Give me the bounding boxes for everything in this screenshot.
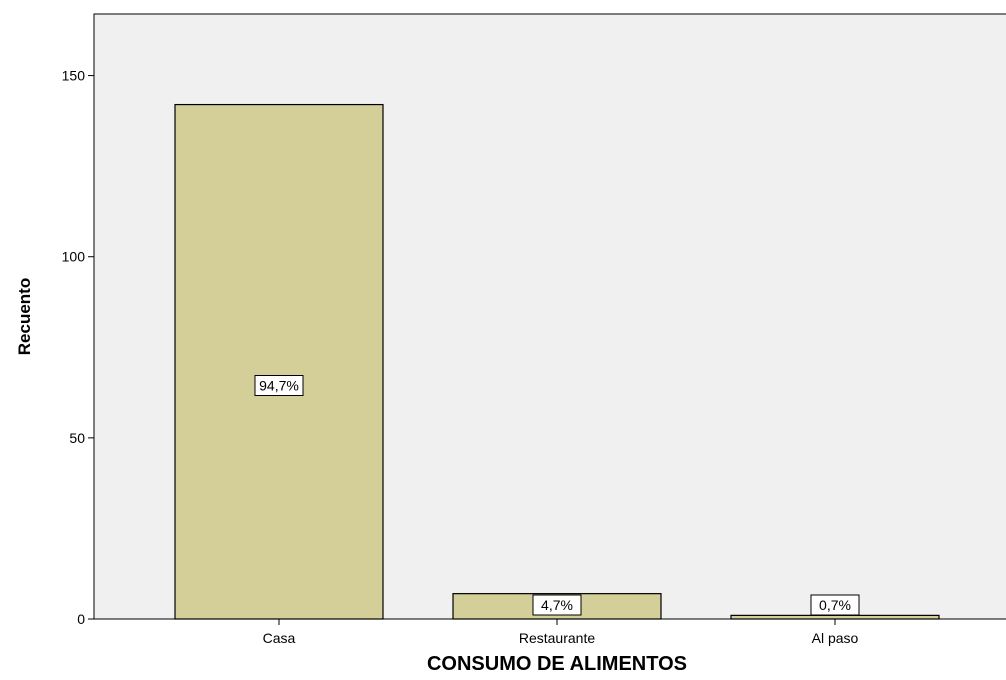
x-axis: Casa Restaurante Al paso bbox=[94, 618, 1006, 646]
bar-casa bbox=[174, 103, 384, 620]
y-tick-label: 0 bbox=[77, 611, 85, 627]
y-axis: 0 50 100 150 bbox=[62, 14, 95, 627]
bar-al-paso bbox=[730, 614, 940, 620]
y-tick-label: 100 bbox=[62, 249, 86, 265]
y-axis-title: Recuento bbox=[15, 278, 34, 355]
data-label-box bbox=[254, 375, 304, 397]
y-tick-label: 150 bbox=[62, 68, 86, 84]
data-label-text: 0,7% bbox=[819, 597, 851, 613]
data-label-text: 94,7% bbox=[259, 378, 299, 394]
data-label: 94,7% bbox=[254, 375, 304, 397]
x-tick-label: Casa bbox=[263, 630, 296, 646]
y-tick-label: 50 bbox=[69, 430, 85, 446]
data-labels: 94,7% 4,7% 0,7% bbox=[254, 375, 860, 616]
data-label: 4,7% bbox=[532, 594, 582, 616]
data-label: 0,7% bbox=[810, 594, 860, 616]
data-label-box bbox=[810, 594, 860, 616]
data-label-text: 4,7% bbox=[541, 597, 573, 613]
x-tick-label: Restaurante bbox=[519, 630, 595, 646]
x-axis-title: CONSUMO DE ALIMENTOS bbox=[427, 653, 687, 675]
x-tick-label: Al paso bbox=[812, 630, 859, 646]
data-label-box bbox=[532, 594, 582, 616]
